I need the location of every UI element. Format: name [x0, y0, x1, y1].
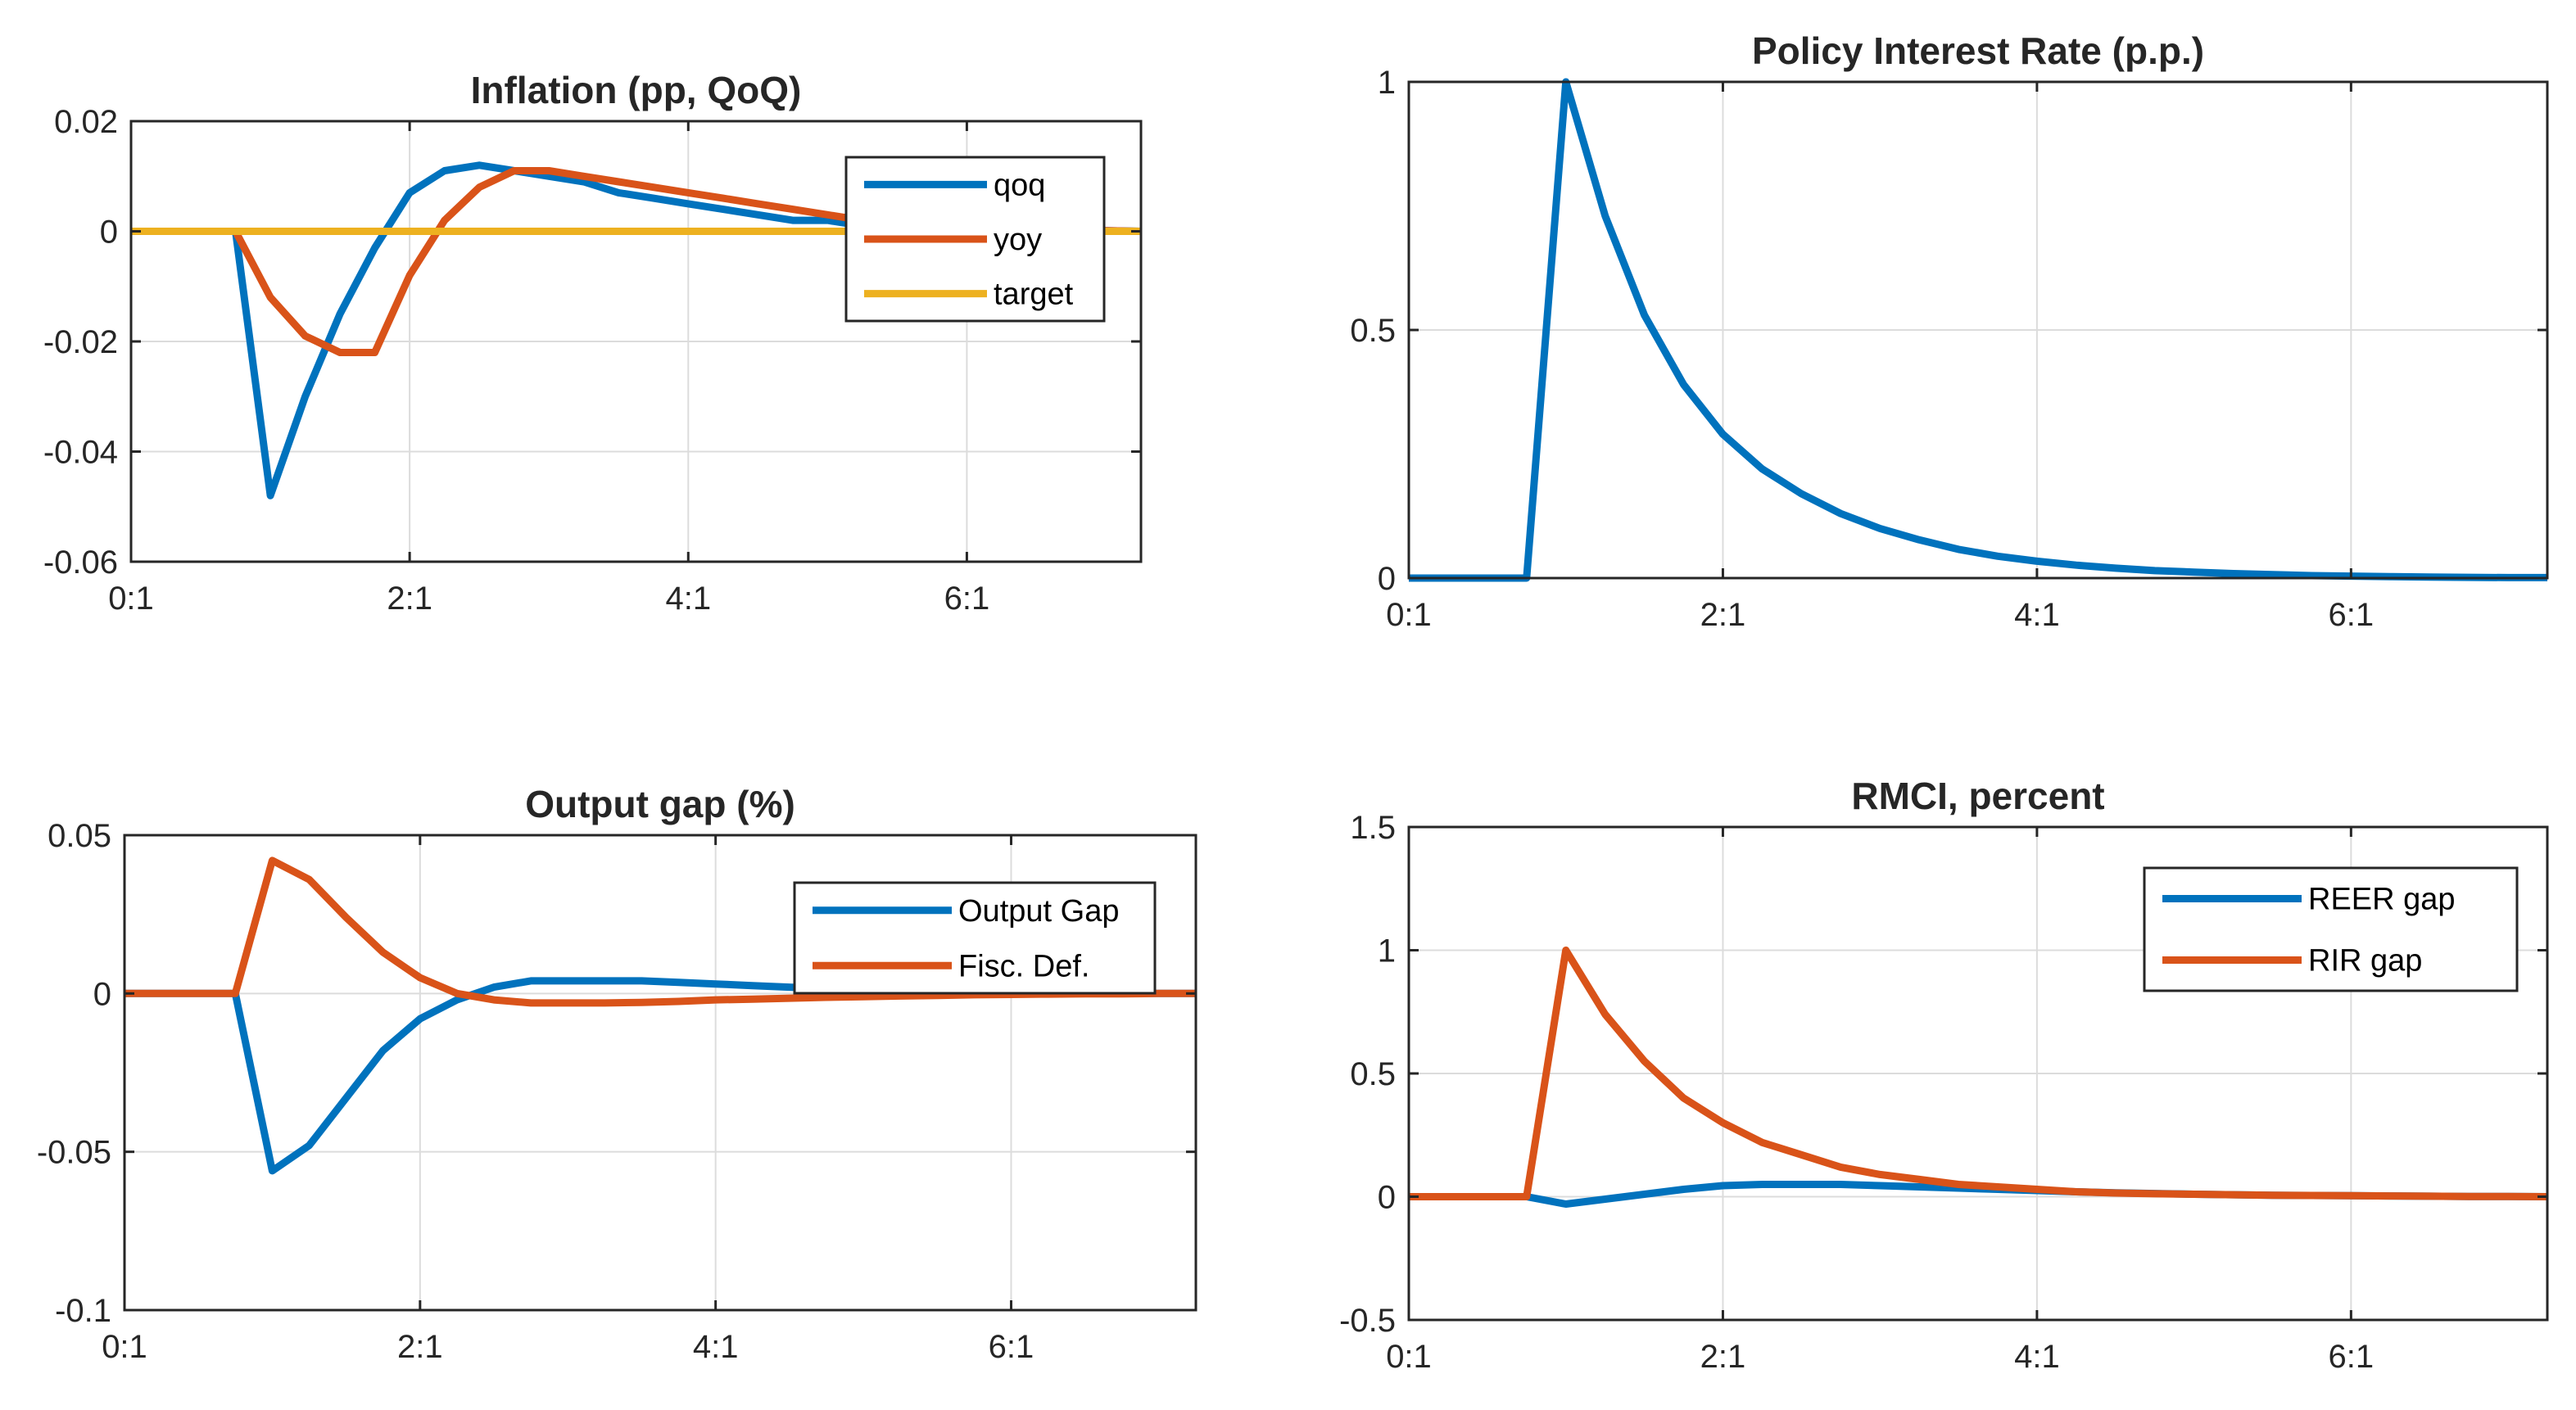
x-tick-label: 4:1 — [2014, 1339, 2060, 1375]
chart-title: Inflation (pp, QoQ) — [471, 69, 802, 111]
y-tick-label: 0 — [93, 976, 111, 1012]
y-tick-label: -0.5 — [1339, 1303, 1396, 1339]
legend-box — [2143, 866, 2519, 992]
y-tick-label: -0.1 — [55, 1293, 111, 1329]
chart-title: Output gap (%) — [525, 783, 795, 825]
y-tick-label: 0 — [1378, 561, 1396, 597]
legend: Output Gap Fisc. Def. — [793, 881, 1157, 995]
x-tick-label: 0:1 — [108, 581, 154, 617]
x-tick-label: 6:1 — [944, 581, 990, 617]
series-line-policy-interest-rate — [1409, 78, 2547, 582]
y-tick-label: 0 — [100, 215, 118, 251]
y-tick-label: 0.05 — [48, 818, 111, 854]
x-tick-label: 0:1 — [1386, 1339, 1432, 1375]
x-tick-label: 2:1 — [387, 581, 432, 617]
y-tick-label: -0.04 — [43, 435, 118, 471]
x-tick-label: 0:1 — [1386, 597, 1432, 633]
chart-panel-3: 0:1 2:1 4:1 6:1 -0.1 -0.05 0 0.05 Output gap (%)… — [37, 783, 1197, 1365]
y-tick-label: 0 — [1378, 1180, 1396, 1216]
x-tick-label: 4:1 — [693, 1329, 739, 1365]
x-tick-label: 0:1 — [102, 1329, 147, 1365]
chart-panel-4: 0:1 2:1 4:1 6:1 -0.5 0 0.5 1 1.5 RMCI, percent REE… — [1339, 775, 2549, 1375]
chart-title: RMCI, percent — [1851, 775, 2104, 817]
y-tick-label: 1 — [1378, 933, 1396, 969]
legend-label: yoy — [994, 223, 1042, 257]
x-tick-label: 2:1 — [1700, 597, 1746, 633]
x-tick-label: 6:1 — [2329, 597, 2375, 633]
y-tick-label: 0.5 — [1350, 1056, 1396, 1092]
y-tick-label: -0.02 — [43, 324, 118, 360]
series-line-rir-gap — [1409, 947, 2548, 1200]
legend-label: RIR gap — [2308, 944, 2422, 978]
chart-panel-1: 0:1 2:1 4:1 6:1 -0.06 -0.04 -0.02 0 0.02 Inflatio… — [43, 69, 1143, 617]
x-tick-label: 4:1 — [2014, 597, 2060, 633]
x-tick-label: 2:1 — [397, 1329, 443, 1365]
legend-label: REER gap — [2308, 883, 2456, 917]
x-tick-label: 6:1 — [2329, 1339, 2375, 1375]
y-tick-label: 1 — [1378, 65, 1396, 101]
legend-label: target — [994, 278, 1074, 312]
chart-panel-2: 0:1 2:1 4:1 6:1 0 0.5 1 Policy Interest Rate (p… — [1350, 29, 2549, 633]
y-tick-label: 0.5 — [1350, 313, 1396, 349]
x-tick-label: 4:1 — [665, 581, 711, 617]
chart-title: Policy Interest Rate (p.p.) — [1752, 29, 2204, 72]
x-tick-label: 2:1 — [1700, 1339, 1746, 1375]
y-tick-label: -0.05 — [37, 1135, 111, 1171]
x-tick-label: 6:1 — [989, 1329, 1034, 1365]
legend-label: Fisc. Def. — [958, 949, 1089, 983]
axes-frame — [123, 834, 1197, 1312]
legend: REER gap RIR gap — [2143, 866, 2519, 992]
legend-box — [793, 881, 1157, 995]
legend: qoq yoy target — [844, 156, 1106, 323]
legend-label: qoq — [994, 168, 1045, 202]
y-tick-label: 0.02 — [54, 104, 118, 140]
legend-label: Output Gap — [958, 894, 1119, 929]
y-tick-label: 1.5 — [1350, 810, 1396, 846]
y-tick-label: -0.06 — [43, 545, 118, 581]
